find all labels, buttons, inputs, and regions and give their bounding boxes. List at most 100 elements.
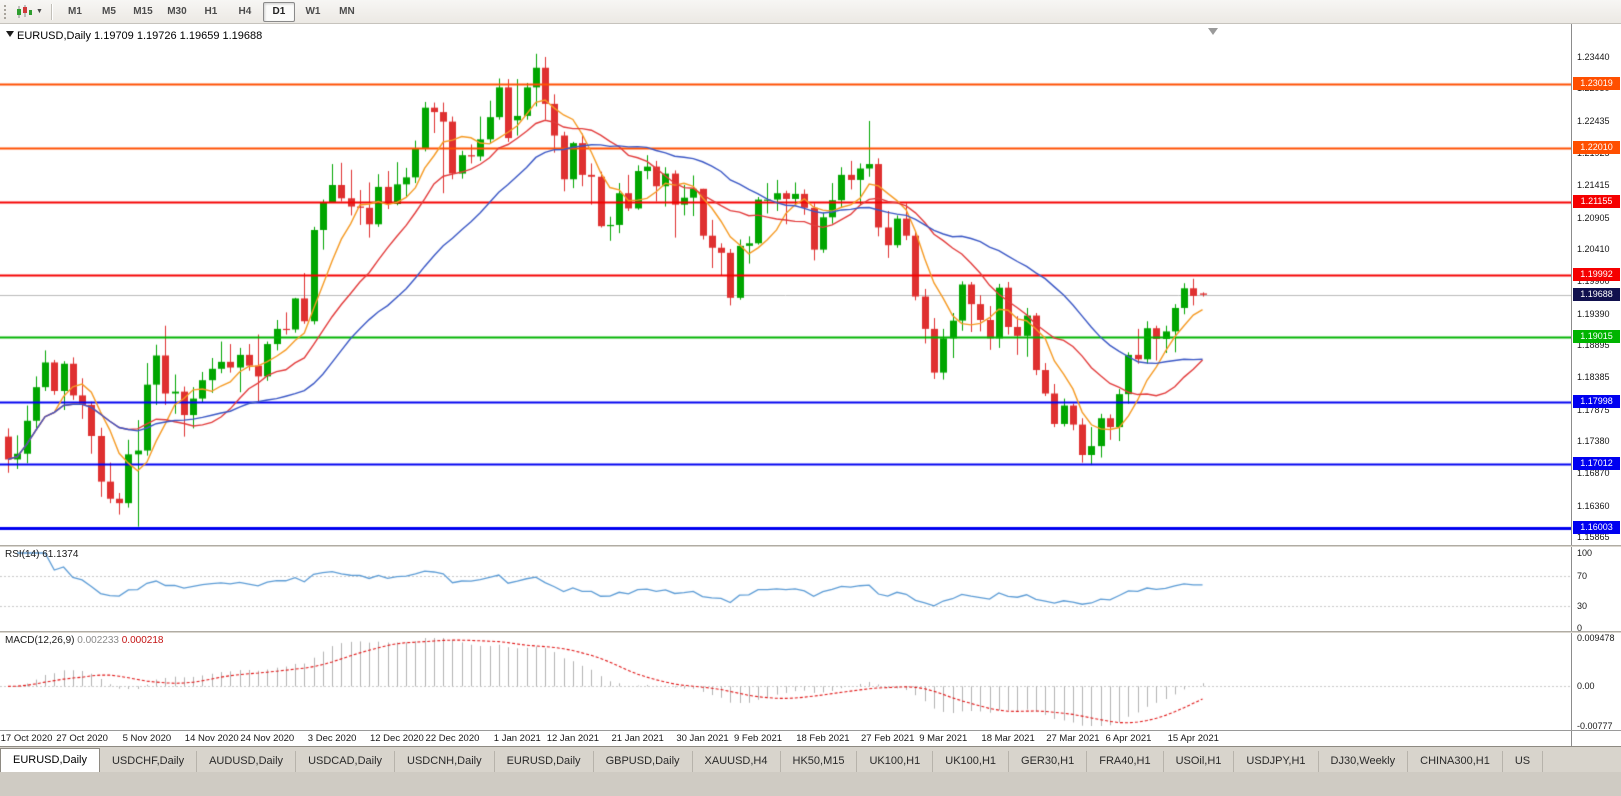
timeframe-button-H1[interactable]: H1 [204, 6, 218, 17]
timeframe-button-M5[interactable]: M5 [101, 6, 116, 17]
rsi-value: 61.1374 [42, 549, 79, 560]
chart-tab-USOil-H1[interactable]: USOil,H1 [1164, 751, 1235, 772]
price-axis[interactable]: 1.234401.229501.224351.219251.214151.209… [1571, 24, 1621, 746]
chart-type-icon[interactable] [14, 2, 34, 22]
level-price-badge: 1.16003 [1573, 521, 1620, 535]
price-axis-label: 1.20410 [1577, 244, 1610, 254]
price-axis-label: 1.19390 [1577, 308, 1610, 319]
date-axis-label: 17 Oct 2020 [0, 733, 53, 744]
current-price-badge: 1.19688 [1573, 287, 1620, 301]
rsi-label: RSI(14) [5, 549, 40, 560]
chart-symbol-title: EURUSD,Daily [17, 30, 91, 42]
date-axis-label: 18 Mar 2021 [981, 733, 1035, 744]
timeframe-button-D1[interactable]: D1 [262, 1, 295, 22]
macd-label: MACD(12,26,9) [5, 635, 75, 646]
price-axis-label: 1.21415 [1577, 180, 1610, 191]
macd-axis-label: 0.00 [1577, 681, 1595, 692]
macd-value-signal: 0.000218 [121, 635, 164, 646]
timeframe-button-H4[interactable]: H4 [238, 6, 252, 17]
chart-tab-FRA40-H1[interactable]: FRA40,H1 [1087, 751, 1164, 772]
chart-tab-GBPUSD-Daily[interactable]: GBPUSD,Daily [594, 751, 693, 772]
macd-axis-label: 0.009478 [1577, 633, 1615, 643]
chart-tab-UK100-H1[interactable]: UK100,H1 [933, 751, 1010, 772]
date-axis[interactable]: 17 Oct 2020 27 Oct 2020 5 Nov 2020 14 Nov 2… [0, 732, 1571, 746]
date-axis-label: 22 Dec 2020 [425, 733, 480, 744]
date-axis-border [0, 730, 1621, 731]
price-axis-label: 1.17380 [1577, 436, 1610, 447]
price-axis-label: 1.16360 [1577, 500, 1610, 511]
toolbar: ▼ M1 M5 M15 M30 H1 H4 D1 W1 MN [0, 0, 1621, 24]
pane-divider-rsi[interactable] [0, 545, 1621, 547]
bottom-strip [0, 772, 1621, 796]
price-axis-label: 1.17875 [1577, 404, 1610, 415]
date-axis-label: 27 Oct 2020 [56, 733, 108, 744]
pane-divider-macd[interactable] [0, 631, 1621, 633]
price-axis-label: 1.15865 [1577, 532, 1610, 543]
rsi-axis-label: 30 [1577, 600, 1588, 611]
level-price-badge: 1.22010 [1573, 140, 1620, 154]
timeframe-button-M1[interactable]: M1 [67, 6, 82, 17]
chart-tab-USDCAD-Daily[interactable]: USDCAD,Daily [296, 751, 396, 772]
price-axis-label: 1.23440 [1577, 51, 1610, 62]
date-axis-label: 9 Feb 2021 [734, 733, 783, 744]
level-price-badge: 1.23019 [1573, 76, 1620, 90]
chart-tab-CHINA300-H1[interactable]: CHINA300,H1 [1408, 751, 1503, 772]
level-price-badge: 1.19992 [1573, 268, 1620, 282]
date-axis-label: 14 Nov 2020 [184, 733, 239, 744]
chart-tab-DJ30-Weekly[interactable]: DJ30,Weekly [1319, 751, 1409, 772]
chart-type-dropdown-caret-icon[interactable]: ▼ [36, 8, 43, 15]
level-price-badge: 1.19015 [1573, 330, 1620, 344]
date-axis-label: 27 Mar 2021 [1046, 733, 1100, 744]
chart-tab-bar: EURUSD,Daily USDCHF,Daily AUDUSD,Daily USDC… [0, 746, 1621, 772]
chart-tab-USDCHF-Daily[interactable]: USDCHF,Daily [100, 751, 198, 772]
rsi-axis-label: 0 [1577, 623, 1583, 633]
chart-tab-US[interactable]: US [1503, 751, 1544, 772]
date-axis-label: 30 Jan 2021 [676, 733, 729, 744]
timeframe-button-W1[interactable]: W1 [305, 6, 321, 17]
chart-tab-USDCNH-Daily[interactable]: USDCNH,Daily [395, 751, 495, 772]
rsi-axis-label: 70 [1577, 570, 1588, 581]
timeframe-button-M30[interactable]: M30 [167, 6, 187, 17]
chart-title: EURUSD,Daily 1.19709 1.19726 1.19659 1.1… [17, 30, 262, 42]
date-axis-label: 3 Dec 2020 [307, 733, 357, 744]
chart-tab-USDJPY-H1[interactable]: USDJPY,H1 [1234, 751, 1319, 772]
chart-tab-GER30-H1[interactable]: GER30,H1 [1009, 751, 1088, 772]
date-axis-label: 6 Apr 2021 [1105, 733, 1152, 744]
date-axis-label: 24 Nov 2020 [240, 733, 295, 744]
timeframe-buttons: M1 M5 M15 M30 H1 H4 D1 W1 MN [58, 1, 364, 22]
chart-tab-UK100-H1[interactable]: UK100,H1 [857, 751, 934, 772]
price-axis-label: 1.18385 [1577, 372, 1610, 383]
level-price-badge: 1.17998 [1573, 394, 1620, 408]
macd-value-main: 0.002233 [77, 635, 119, 646]
chart-tab-HK50-M15[interactable]: HK50,M15 [781, 751, 858, 772]
level-price-badge: 1.17012 [1573, 457, 1620, 471]
date-axis-label: 12 Dec 2020 [369, 733, 424, 744]
chart-ohlc-values: 1.19709 1.19726 1.19659 1.19688 [94, 30, 263, 42]
macd-axis-label: -0.00777 [1577, 721, 1613, 731]
chart-tab-XAUUSD-H4[interactable]: XAUUSD,H4 [693, 751, 781, 772]
price-axis-label: 1.16870 [1577, 468, 1610, 479]
rsi-pane-label: RSI(14) 61.1374 [5, 549, 78, 560]
price-axis-label: 1.22435 [1577, 115, 1610, 126]
price-axis-label: 1.18895 [1577, 340, 1610, 351]
date-axis-label: 27 Feb 2021 [861, 733, 915, 744]
timeframe-button-MN[interactable]: MN [339, 6, 355, 17]
date-axis-label: 15 Apr 2021 [1167, 733, 1219, 744]
price-axis-label: 1.20905 [1577, 212, 1610, 223]
macd-pane-label: MACD(12,26,9) 0.002233 0.000218 [5, 635, 163, 646]
toolbar-grip[interactable] [4, 4, 9, 19]
ohlc-marker-icon [6, 31, 14, 37]
toolbar-separator [50, 3, 53, 20]
chart-tab-AUDUSD-Daily[interactable]: AUDUSD,Daily [197, 751, 297, 772]
chart-shift-marker-icon [1208, 28, 1218, 35]
rsi-axis-label: 100 [1577, 548, 1593, 558]
date-axis-label: 9 Mar 2021 [919, 733, 968, 744]
chart-tab-EURUSD-Daily[interactable]: EURUSD,Daily [0, 748, 100, 772]
date-axis-label: 12 Jan 2021 [546, 733, 600, 744]
date-axis-label: 5 Nov 2020 [122, 733, 172, 744]
chart-tab-EURUSD-Daily[interactable]: EURUSD,Daily [495, 751, 594, 772]
level-price-badge: 1.21155 [1573, 194, 1620, 208]
date-axis-label: 1 Jan 2021 [493, 733, 541, 744]
timeframe-button-M15[interactable]: M15 [133, 6, 153, 17]
